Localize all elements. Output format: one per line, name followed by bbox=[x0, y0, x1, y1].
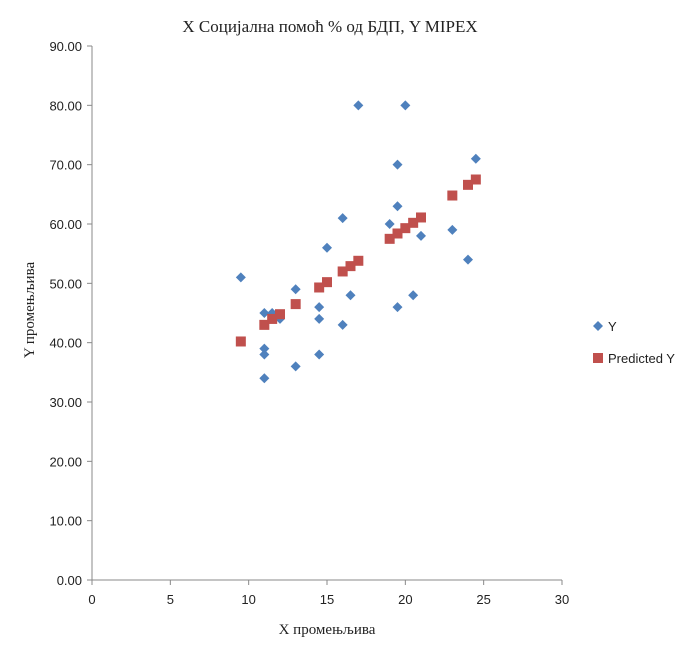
y-data-point bbox=[392, 159, 403, 170]
predicted-y-point bbox=[314, 282, 325, 293]
x-tick-label: 15 bbox=[320, 592, 334, 607]
y-data-point bbox=[400, 100, 411, 111]
y-data-point bbox=[314, 349, 325, 360]
y-data-point bbox=[259, 373, 270, 384]
y-data-point bbox=[259, 308, 270, 318]
legend-marker bbox=[593, 321, 603, 331]
predicted-y-point bbox=[416, 212, 426, 223]
y-data-point bbox=[392, 201, 403, 212]
predicted-y-point bbox=[408, 217, 419, 228]
y-tick-label: 50.00 bbox=[49, 276, 82, 291]
x-tick-label: 5 bbox=[167, 592, 174, 607]
predicted-y-point bbox=[463, 179, 473, 190]
y-data-point bbox=[408, 290, 419, 301]
x-tick-label: 20 bbox=[398, 592, 412, 607]
y-data-point bbox=[259, 349, 270, 360]
predicted-y-point bbox=[345, 261, 356, 272]
y-data-point bbox=[290, 361, 301, 372]
y-data-point bbox=[337, 319, 348, 330]
y-tick-label: 60.00 bbox=[49, 217, 82, 232]
y-data-point bbox=[259, 343, 270, 354]
x-tick-label: 0 bbox=[88, 592, 95, 607]
y-tick-label: 70.00 bbox=[49, 158, 82, 173]
y-data-point bbox=[353, 100, 364, 111]
x-tick-label: 30 bbox=[555, 592, 569, 607]
predicted-y-point bbox=[400, 223, 411, 234]
y-tick-label: 0.00 bbox=[57, 573, 82, 588]
y-tick-label: 30.00 bbox=[49, 395, 82, 410]
plot-area bbox=[235, 100, 481, 384]
legend-marker bbox=[593, 353, 603, 363]
y-data-point bbox=[416, 230, 426, 241]
y-data-point bbox=[447, 224, 458, 235]
y-data-point bbox=[337, 213, 348, 224]
predicted-y-point bbox=[392, 228, 403, 239]
x-axis-ticks: 0 5 10 15 20 25 30 bbox=[88, 580, 569, 607]
predicted-y-point bbox=[235, 336, 246, 347]
y-data-point bbox=[314, 313, 325, 324]
y-data-point bbox=[392, 302, 403, 313]
y-data-point bbox=[470, 153, 481, 164]
y-tick-label: 80.00 bbox=[49, 98, 82, 113]
predicted-y-point bbox=[470, 174, 481, 185]
y-axis-ticks: 0.00 10.00 20.00 30.00 40.00 50.00 60.00 70.00 8… bbox=[49, 39, 92, 588]
predicted-y-point bbox=[384, 233, 395, 244]
y-data-point bbox=[314, 302, 325, 313]
y-axis-title: Y промењљива bbox=[22, 262, 38, 359]
y-data-point bbox=[290, 284, 301, 295]
predicted-y-point bbox=[353, 255, 364, 266]
y-data-point bbox=[322, 242, 332, 253]
predicted-y-point bbox=[267, 313, 278, 324]
y-data-point bbox=[384, 219, 395, 229]
y-data-point bbox=[345, 290, 356, 301]
x-axis-title: X промењљива bbox=[279, 622, 376, 638]
predicted-y-point bbox=[275, 309, 285, 320]
chart-title: X Социјална помоћ % од БДП, Y MIPEX bbox=[182, 17, 477, 36]
y-tick-label: 90.00 bbox=[49, 39, 82, 54]
legend: Y Predicted Y bbox=[593, 319, 675, 366]
y-tick-label: 10.00 bbox=[49, 514, 82, 529]
legend-label: Predicted Y bbox=[608, 351, 675, 366]
y-tick-label: 20.00 bbox=[49, 454, 82, 469]
x-tick-label: 25 bbox=[476, 592, 490, 607]
predicted-y-point bbox=[290, 299, 301, 310]
predicted-y-point bbox=[322, 277, 332, 288]
predicted-y-point bbox=[259, 319, 270, 330]
y-data-point bbox=[235, 272, 246, 283]
legend-label: Y bbox=[608, 319, 617, 334]
x-tick-label: 10 bbox=[241, 592, 255, 607]
y-data-point bbox=[463, 254, 473, 265]
y-tick-label: 40.00 bbox=[49, 336, 82, 351]
predicted-y-point bbox=[337, 266, 348, 277]
predicted-y-point bbox=[447, 190, 458, 201]
